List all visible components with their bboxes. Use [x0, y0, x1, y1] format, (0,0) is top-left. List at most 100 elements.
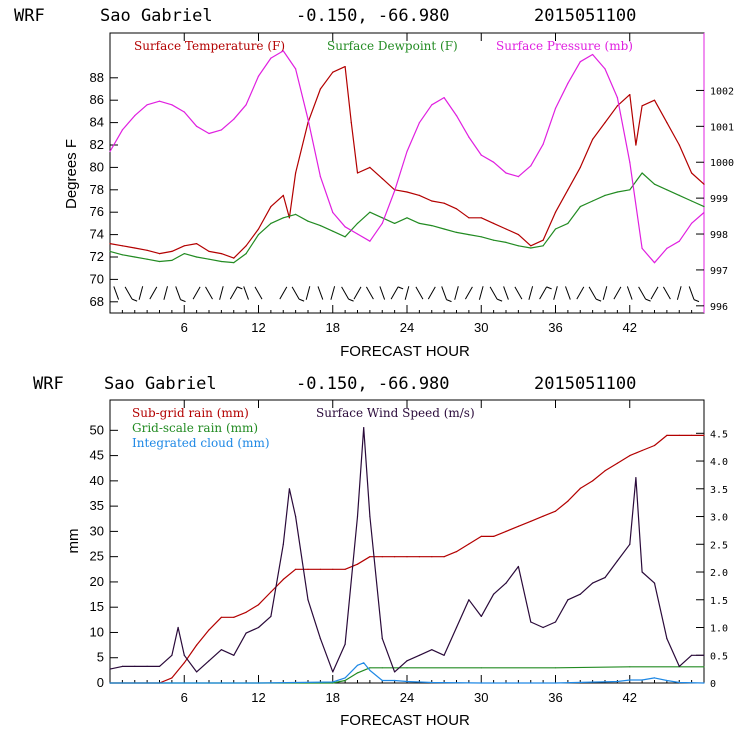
surface-pressure-point: [505, 172, 507, 174]
y2-tick-label: 2.5: [710, 540, 728, 551]
wind-barb: [365, 286, 374, 300]
surface-pressure-point: [319, 176, 321, 178]
y-tick-label: 82: [90, 137, 104, 152]
surface-wind-speed-point: [288, 488, 290, 490]
surface-pressure-point: [394, 190, 396, 192]
top-plot-border: [109, 32, 705, 314]
surface-dewpoint-point: [220, 260, 222, 263]
surface-temperature-point: [468, 217, 470, 219]
surface-pressure-point: [134, 115, 136, 117]
y-tick-label: 86: [90, 92, 104, 107]
surface-temperature-point: [604, 122, 606, 124]
y-tick-label: 10: [90, 624, 104, 639]
surface-wind-speed-point: [208, 660, 210, 662]
y-tick-label: 50: [90, 422, 104, 437]
surface-wind-speed-point: [158, 665, 161, 668]
surface-temperature-point: [592, 138, 594, 140]
surface-dewpoint-point: [282, 217, 284, 219]
legend-surface-temperature: Surface Temperature (F): [134, 39, 285, 53]
surface-pressure-point: [592, 53, 594, 56]
surface-pressure-point: [245, 104, 247, 106]
wind-barb: [650, 286, 659, 300]
wind-barb: [163, 286, 168, 300]
surface-wind-speed-point: [109, 668, 111, 670]
surface-dewpoint-point: [616, 191, 619, 193]
surface-dewpoint-point: [356, 222, 359, 224]
sub-grid-rain-point: [319, 568, 321, 570]
bottom-y-axis-label: mm: [65, 529, 82, 554]
surface-temperature-point: [443, 202, 445, 204]
surface-pressure-point: [616, 97, 619, 99]
bottom-legend: Sub-grid rain (mm) Grid-scale rain (mm) …: [132, 406, 475, 450]
integrated-cloud-point: [344, 677, 346, 679]
grid-scale-rain-point: [629, 666, 631, 668]
y2-tick-label: 999: [710, 194, 728, 205]
surface-temperature-point: [245, 245, 247, 247]
sub-grid-rain-point: [678, 434, 680, 436]
surface-temperature-point: [369, 166, 371, 168]
surface-dewpoint-point: [567, 222, 569, 224]
surface-wind-speed-point: [245, 632, 247, 634]
wind-barb: [427, 286, 436, 300]
surface-temperature-point: [567, 189, 569, 191]
sub-grid-rain-point: [220, 616, 222, 618]
grid-scale-rain-point: [406, 667, 408, 669]
y-tick-label: 70: [90, 271, 104, 286]
surface-temperature-point: [344, 66, 346, 68]
surface-dewpoint-point: [171, 259, 173, 261]
top-model-label: WRF: [14, 6, 45, 26]
integrated-cloud-line: [110, 662, 705, 684]
surface-wind-speed-point: [592, 582, 594, 584]
x-tick-label: 24: [400, 320, 414, 335]
surface-dewpoint-point: [629, 189, 631, 191]
surface-wind-speed-point: [455, 626, 458, 629]
wind-barb: [254, 286, 263, 300]
surface-wind-speed-point: [233, 654, 235, 656]
surface-wind-speed-point: [134, 665, 136, 668]
surface-pressure-point: [406, 150, 408, 153]
top-y2-ticks: 996 997 998 999 1000 1001 1002: [696, 86, 734, 313]
surface-pressure-point: [703, 211, 705, 214]
sub-grid-rain-point: [629, 455, 631, 457]
sub-grid-rain-point: [270, 591, 272, 593]
surface-wind-speed-point: [629, 543, 631, 545]
wind-barb: [565, 286, 571, 300]
y2-tick-label: 1001: [710, 122, 734, 133]
y2-tick-label: 4.0: [710, 457, 728, 468]
surface-dewpoint-point: [295, 213, 297, 215]
surface-wind-speed-point: [295, 515, 297, 518]
surface-dewpoint-point: [455, 231, 458, 233]
sub-grid-rain-point: [171, 677, 173, 679]
surface-pressure-point: [493, 161, 495, 163]
x-tick-label: 6: [181, 690, 188, 705]
sub-grid-rain-point: [554, 510, 557, 512]
surface-pressure-point: [282, 50, 284, 52]
sub-grid-rain-point: [282, 578, 284, 581]
sub-grid-rain-point: [196, 644, 198, 646]
surface-pressure-point: [109, 150, 111, 153]
surface-pressure-point: [183, 111, 185, 113]
top-y-axis-label: Degrees F: [63, 139, 80, 209]
surface-dewpoint-point: [468, 234, 470, 236]
sub-grid-rain-point: [517, 525, 520, 527]
integrated-cloud-point: [641, 679, 643, 681]
wind-barb: [229, 286, 243, 300]
surface-dewpoint-point: [233, 262, 235, 264]
surface-pressure-point: [480, 154, 482, 156]
y2-tick-label: 1002: [710, 86, 734, 97]
wind-barb: [341, 286, 354, 302]
surface-temperature-point: [196, 243, 198, 245]
surface-temperature-point: [295, 172, 297, 174]
surface-dewpoint-point: [641, 172, 643, 174]
surface-wind-speed-point: [220, 649, 222, 651]
surface-wind-speed-point: [196, 671, 198, 673]
wind-barb: [478, 286, 484, 300]
top-legend: Surface Temperature (F) Surface Dewpoint…: [134, 39, 633, 53]
legend-surface-dewpoint: Surface Dewpoint (F): [327, 39, 458, 53]
grid-scale-rain-point: [480, 667, 482, 669]
bottom-chart-header: WRF Sao Gabriel -0.150, -66.980 20150511…: [33, 374, 636, 394]
surface-pressure-point: [295, 68, 297, 70]
legend-gridscale-rain: Grid-scale rain (mm): [132, 421, 258, 435]
surface-temperature-point: [146, 249, 148, 251]
surface-temperature-point: [635, 144, 637, 146]
